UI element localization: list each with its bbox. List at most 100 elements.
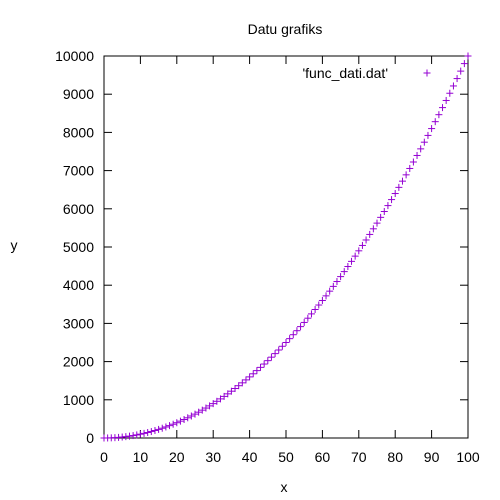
data-point <box>202 404 210 412</box>
data-point <box>402 171 410 179</box>
x-tick-label: 0 <box>100 449 108 465</box>
data-point <box>257 363 265 371</box>
y-axis-label: y <box>11 237 18 253</box>
data-point <box>428 125 436 133</box>
data-point <box>144 428 152 436</box>
data-point <box>166 422 174 430</box>
data-point <box>442 96 450 104</box>
data-point <box>129 432 137 440</box>
data-point <box>213 397 221 405</box>
data-point <box>344 263 352 271</box>
data-point <box>373 219 381 227</box>
legend: 'func_dati.dat' <box>302 65 431 81</box>
data-point <box>457 67 465 75</box>
data-point <box>358 241 366 249</box>
data-point <box>264 357 272 365</box>
data-point <box>362 236 370 244</box>
y-tick-label: 10000 <box>55 48 94 64</box>
data-point <box>184 414 192 422</box>
y-tick-label: 6000 <box>63 201 94 217</box>
y-tick-label: 2000 <box>63 354 94 370</box>
data-point <box>388 196 396 204</box>
data-point <box>322 292 330 300</box>
data-point <box>449 82 457 90</box>
y-tick-label: 9000 <box>63 86 94 102</box>
data-point <box>224 390 232 398</box>
data-point <box>460 60 468 68</box>
data-point <box>206 402 214 410</box>
data-point <box>304 314 312 322</box>
data-point <box>297 323 305 331</box>
data-point <box>329 282 337 290</box>
data-point <box>293 327 301 335</box>
data-point <box>391 190 399 198</box>
data-point <box>195 408 203 416</box>
data-point <box>439 104 447 112</box>
legend-label: 'func_dati.dat' <box>302 65 388 81</box>
data-point <box>136 430 144 438</box>
data-point <box>398 177 406 185</box>
data-point <box>333 278 341 286</box>
data-point <box>282 339 290 346</box>
data-point <box>395 183 403 191</box>
x-tick-label: 70 <box>351 449 367 465</box>
data-point <box>377 213 385 221</box>
plot-area-frame <box>103 55 469 439</box>
data-point <box>242 376 250 384</box>
data-point <box>249 370 257 378</box>
y-tick-label: 8000 <box>63 124 94 140</box>
data-point <box>209 400 217 408</box>
data-point <box>464 52 472 60</box>
x-axis: 0 10 20 30 40 50 60 70 80 90 100 <box>100 56 480 465</box>
x-tick-label: 10 <box>133 449 149 465</box>
data-point <box>326 287 334 295</box>
y-axis: 0 1000 2000 3000 4000 5000 6000 7000 8000 9000 100… <box>55 48 468 446</box>
data-point <box>380 208 388 216</box>
data-point <box>162 423 170 431</box>
data-point <box>198 406 206 414</box>
data-point <box>424 131 432 139</box>
data-point <box>151 427 159 435</box>
data-point <box>369 225 377 233</box>
data-point <box>431 118 439 126</box>
data-point <box>246 373 254 381</box>
data-point <box>235 382 243 390</box>
x-tick-label: 20 <box>169 449 185 465</box>
data-point <box>420 138 428 146</box>
y-tick-label: 1000 <box>63 392 94 408</box>
legend-marker <box>423 69 431 77</box>
data-point <box>155 425 163 433</box>
data-point <box>271 350 279 358</box>
data-point <box>260 360 268 368</box>
data-point <box>446 89 454 97</box>
x-tick-label: 60 <box>315 449 331 465</box>
x-axis-label: x <box>281 479 288 495</box>
data-point <box>289 331 297 339</box>
data-point <box>180 416 188 424</box>
x-tick-label: 50 <box>278 449 294 465</box>
data-point <box>238 379 246 387</box>
y-tick-label: 0 <box>86 430 94 446</box>
data-point <box>173 419 181 427</box>
data-point <box>348 257 356 265</box>
x-tick-label: 80 <box>387 449 403 465</box>
data-point <box>315 301 323 309</box>
data-point <box>231 384 239 392</box>
data-series <box>100 52 472 442</box>
data-point <box>187 412 195 420</box>
data-point <box>220 392 228 400</box>
y-tick-label: 3000 <box>63 315 94 331</box>
data-point <box>275 346 283 354</box>
data-point <box>413 151 421 159</box>
data-point <box>366 230 374 238</box>
data-point <box>191 410 199 418</box>
data-point <box>147 428 155 436</box>
data-point <box>337 273 345 281</box>
data-point <box>158 424 166 432</box>
data-point <box>351 252 359 260</box>
x-tick-label: 30 <box>205 449 221 465</box>
data-point <box>300 318 308 326</box>
data-point <box>384 202 392 210</box>
data-point <box>318 296 326 304</box>
